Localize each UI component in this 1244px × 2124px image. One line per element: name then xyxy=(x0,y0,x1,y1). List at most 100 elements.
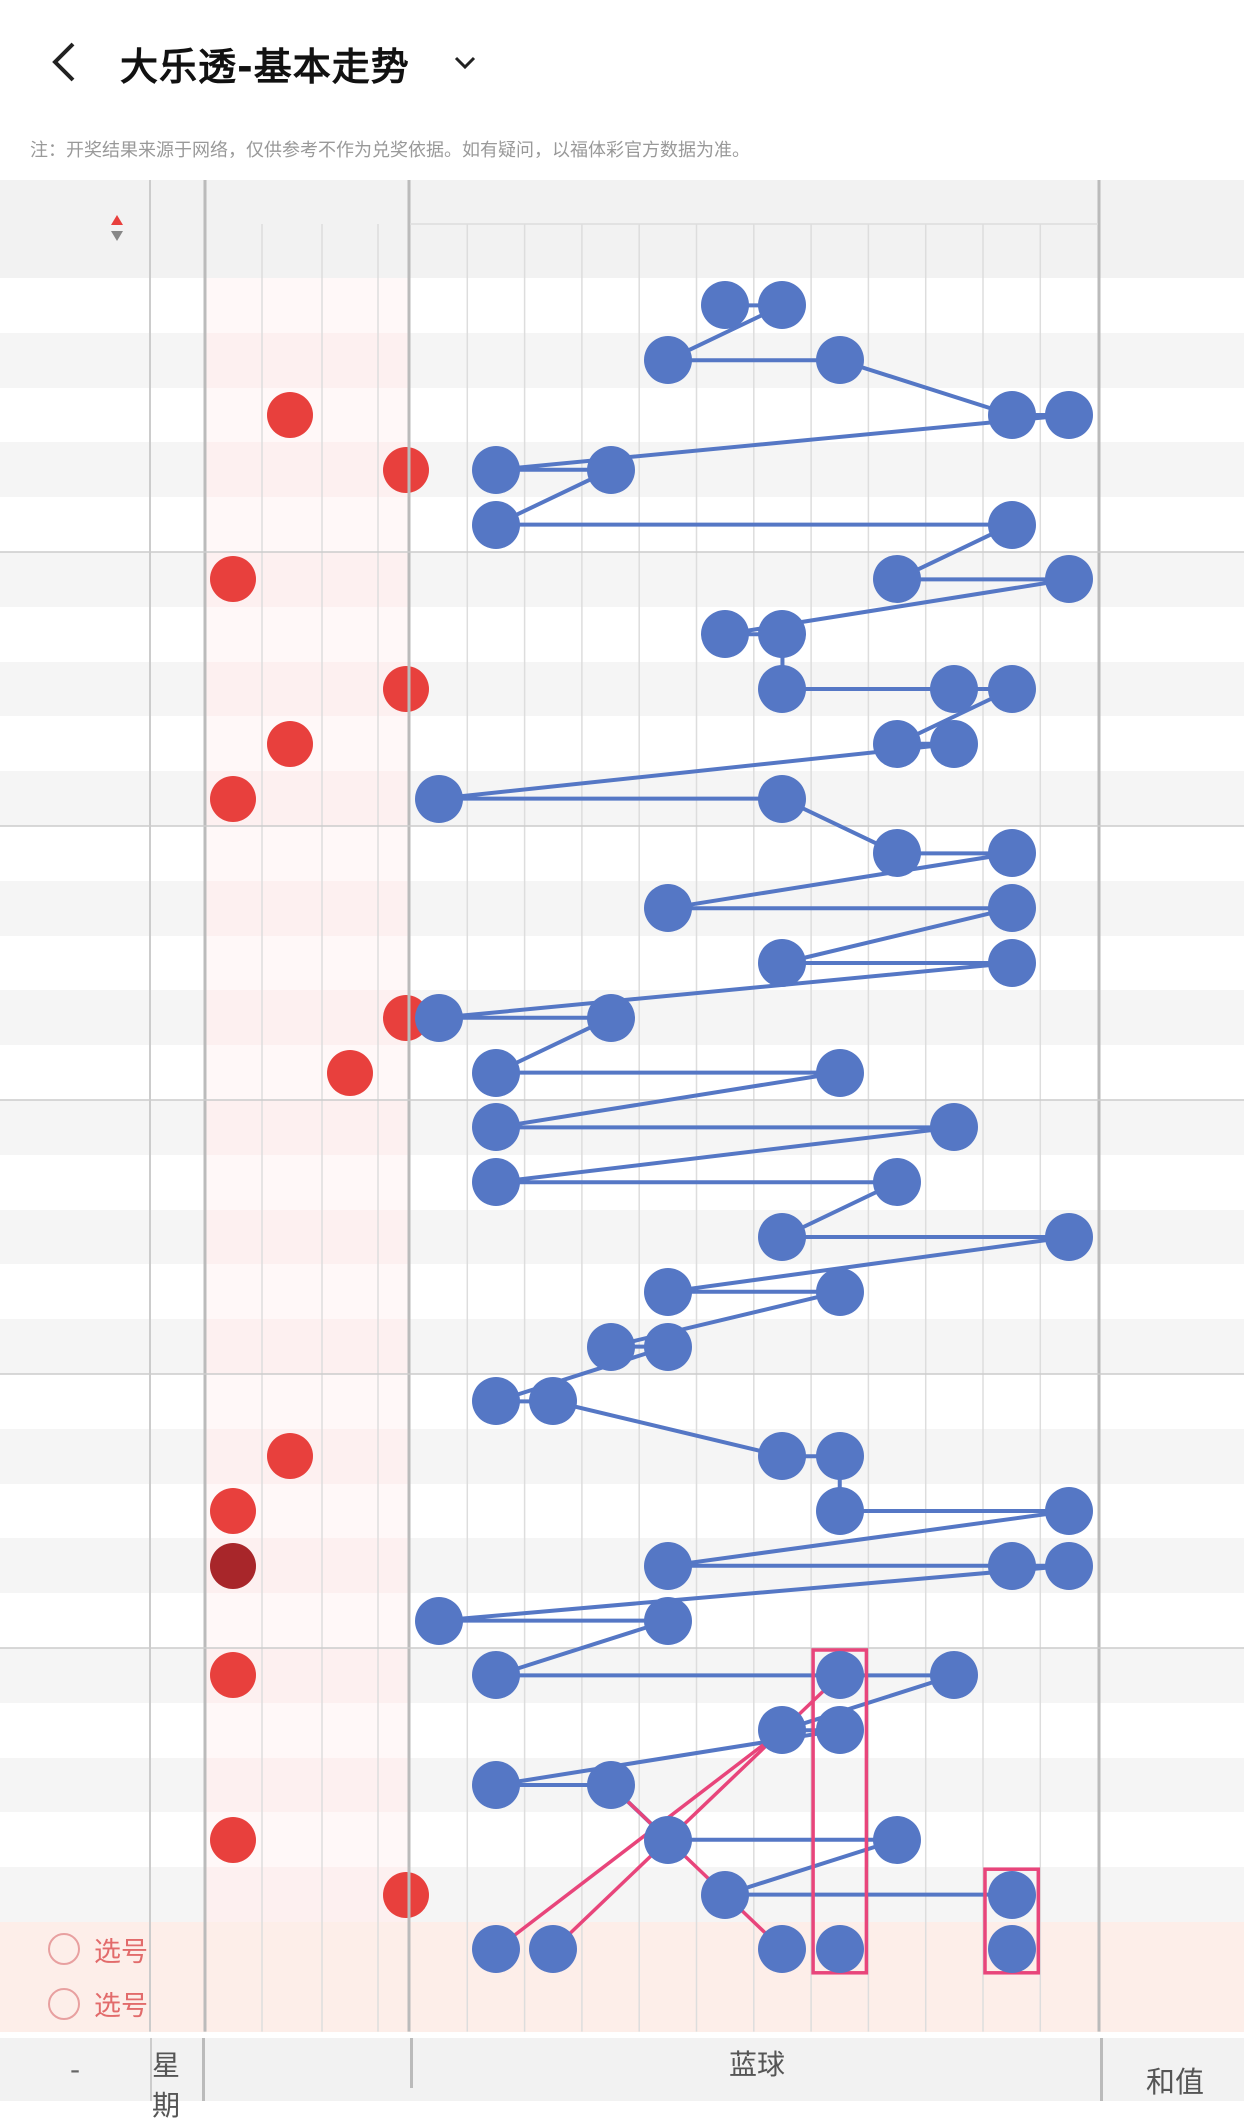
blue-miss-cell xyxy=(926,771,983,826)
blue-miss-cell xyxy=(983,1429,1040,1484)
select-label: 选号 xyxy=(94,1991,148,2023)
select-blue-cell[interactable] xyxy=(926,1922,983,1977)
select-blue-cell[interactable] xyxy=(410,1977,467,2032)
front-miss-cell xyxy=(205,716,261,771)
blue-miss-cell xyxy=(410,1155,467,1210)
col-header-period[interactable] xyxy=(0,180,150,278)
select-blue-cell[interactable] xyxy=(1040,1977,1097,2032)
front-ball xyxy=(210,1542,256,1589)
select-blue-cell[interactable] xyxy=(983,1977,1040,2032)
front-zone-bg xyxy=(205,880,410,936)
blue-miss-cell xyxy=(868,936,925,991)
sum-cell xyxy=(1100,826,1244,881)
trend-table: 选号 选号 xyxy=(0,180,1244,2032)
title-dropdown[interactable] xyxy=(450,48,480,78)
sum-cell xyxy=(1100,278,1244,333)
blue-miss-cell xyxy=(525,388,582,443)
period-cell xyxy=(0,1758,150,1813)
selected-blue-ball[interactable] xyxy=(815,1925,864,1974)
select-front-cell[interactable] xyxy=(262,1922,318,1977)
col-header-blue-02 xyxy=(467,224,525,278)
blue-miss-cell xyxy=(983,990,1040,1045)
page-title[interactable]: 大乐透-基本走势 xyxy=(120,45,410,89)
select-blue-cell[interactable] xyxy=(868,1922,925,1977)
blue-miss-cell xyxy=(1040,1812,1097,1867)
blue-miss-cell xyxy=(754,826,811,881)
blue-miss-cell xyxy=(467,1264,524,1319)
blue-miss-cell xyxy=(926,1045,983,1100)
selected-blue-ball[interactable] xyxy=(529,1925,578,1974)
selected-blue-ball[interactable] xyxy=(758,1925,807,1974)
blue-miss-cell xyxy=(639,552,696,607)
select-front-cell[interactable] xyxy=(205,1922,261,1977)
blue-miss-cell xyxy=(754,1758,811,1813)
blue-miss-cell xyxy=(926,1593,983,1648)
sort-arrows-icon[interactable] xyxy=(110,213,124,243)
blue-miss-cell xyxy=(983,1593,1040,1648)
select-front-cell[interactable] xyxy=(322,1977,378,2032)
sum-cell xyxy=(1100,1045,1244,1100)
blue-miss-cell xyxy=(697,442,754,497)
back-button[interactable] xyxy=(44,40,84,84)
blue-miss-cell xyxy=(811,1867,868,1922)
select-blue-cell[interactable] xyxy=(639,1977,696,2032)
front-miss-cell xyxy=(322,662,378,717)
blue-miss-cell xyxy=(525,1648,582,1703)
selected-blue-ball[interactable] xyxy=(471,1925,520,1974)
select-front-cell[interactable] xyxy=(322,1922,378,1977)
select-blue-cell[interactable] xyxy=(697,1977,754,2032)
front-miss-cell xyxy=(205,1319,261,1374)
blue-miss-cell xyxy=(639,771,696,826)
blue-miss-cell xyxy=(639,936,696,991)
sum-cell xyxy=(1100,1703,1244,1758)
blue-miss-cell xyxy=(639,442,696,497)
select-number-button[interactable]: 选号 xyxy=(48,1931,148,1968)
blue-miss-cell xyxy=(697,1319,754,1374)
blue-ball xyxy=(873,1158,922,1207)
select-blue-cell[interactable] xyxy=(697,1922,754,1977)
select-blue-cell[interactable] xyxy=(582,1977,639,2032)
blue-miss-cell xyxy=(926,333,983,388)
select-front-cell[interactable] xyxy=(262,1977,318,2032)
front-miss-cell xyxy=(262,1484,318,1539)
select-blue-cell[interactable] xyxy=(868,1977,925,2032)
front-zone-bg xyxy=(205,1702,410,1758)
select-blue-cell[interactable] xyxy=(410,1922,467,1977)
front-miss-cell xyxy=(322,1648,378,1703)
select-blue-cell[interactable] xyxy=(582,1922,639,1977)
select-number-button[interactable]: 选号 xyxy=(48,1986,148,2022)
blue-miss-cell xyxy=(926,388,983,443)
period-cell xyxy=(0,1045,150,1100)
blue-miss-cell xyxy=(410,552,467,607)
blue-ball xyxy=(1044,391,1093,439)
select-blue-cell[interactable] xyxy=(926,1977,983,2032)
select-blue-cell[interactable] xyxy=(467,1977,524,2032)
blue-miss-cell xyxy=(697,497,754,552)
blue-miss-cell xyxy=(926,826,983,881)
select-blue-cell[interactable] xyxy=(811,1977,868,2032)
blue-miss-cell xyxy=(582,552,639,607)
blue-ball xyxy=(1044,1487,1093,1535)
weekday-cell xyxy=(150,1703,205,1758)
selected-blue-ball[interactable] xyxy=(987,1925,1036,1974)
blue-miss-cell xyxy=(754,1812,811,1867)
select-blue-cell[interactable] xyxy=(525,1977,582,2032)
blue-miss-cell xyxy=(639,1758,696,1813)
blue-miss-cell xyxy=(582,1210,639,1265)
blue-miss-cell xyxy=(926,607,983,662)
sum-cell xyxy=(1100,1264,1244,1319)
select-blue-cell[interactable] xyxy=(1040,1922,1097,1977)
blue-miss-cell xyxy=(467,662,524,717)
period-cell xyxy=(0,662,150,717)
period-cell xyxy=(0,1648,150,1703)
select-front-cell[interactable] xyxy=(205,1977,261,2032)
select-blue-cell[interactable] xyxy=(639,1922,696,1977)
blue-miss-cell xyxy=(811,1593,868,1648)
blue-miss-cell xyxy=(697,826,754,881)
blue-miss-cell xyxy=(467,1703,524,1758)
blue-miss-cell xyxy=(525,497,582,552)
front-miss-cell xyxy=(205,388,261,443)
select-blue-cell[interactable] xyxy=(754,1977,811,2032)
blue-miss-cell xyxy=(1040,1264,1097,1319)
blue-ball xyxy=(987,939,1036,987)
